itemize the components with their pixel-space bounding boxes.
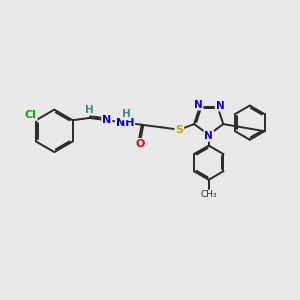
Text: Cl: Cl [25, 110, 37, 120]
Text: H: H [122, 110, 130, 119]
Text: CH₃: CH₃ [200, 190, 217, 199]
Text: N: N [216, 100, 224, 110]
Text: N: N [194, 100, 203, 110]
Text: N: N [102, 115, 111, 125]
Text: S: S [175, 125, 183, 135]
Text: N: N [204, 131, 213, 141]
Text: O: O [136, 139, 145, 149]
Text: H: H [85, 105, 94, 115]
Text: NH: NH [116, 118, 134, 128]
